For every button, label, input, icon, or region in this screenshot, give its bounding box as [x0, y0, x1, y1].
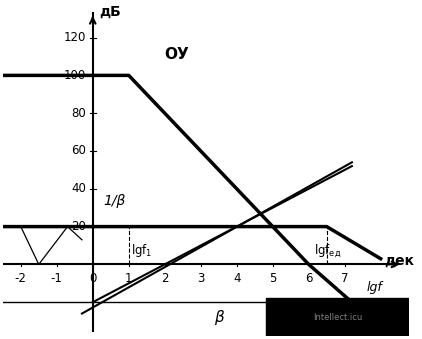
Text: 80: 80 — [71, 107, 86, 120]
Text: 100: 100 — [64, 69, 86, 82]
Text: -2: -2 — [15, 272, 27, 285]
Text: $\mathregular{lgf_{ед}}$: $\mathregular{lgf_{ед}}$ — [314, 242, 341, 259]
Text: $\mathregular{lgf_1}$: $\mathregular{lgf_1}$ — [130, 242, 152, 259]
Text: 20: 20 — [71, 220, 86, 233]
Text: β: β — [214, 310, 224, 325]
Text: Intellect.icu: Intellect.icu — [313, 313, 362, 322]
Text: 120: 120 — [64, 31, 86, 44]
Text: 0: 0 — [89, 272, 97, 285]
Text: -1: -1 — [51, 272, 63, 285]
Text: 1/β: 1/β — [103, 194, 126, 208]
Text: 2: 2 — [161, 272, 168, 285]
Text: 3: 3 — [197, 272, 204, 285]
Bar — [265, 298, 409, 336]
Text: 60: 60 — [71, 144, 86, 158]
Text: дБ: дБ — [99, 5, 121, 19]
Text: 40: 40 — [71, 182, 86, 195]
Text: 6: 6 — [305, 272, 312, 285]
Text: lgf: lgf — [366, 281, 382, 294]
Text: 5: 5 — [269, 272, 276, 285]
Text: дек: дек — [384, 254, 414, 267]
Text: 7: 7 — [341, 272, 349, 285]
Text: 1: 1 — [125, 272, 133, 285]
Text: ОУ: ОУ — [165, 47, 189, 62]
Text: 4: 4 — [233, 272, 241, 285]
